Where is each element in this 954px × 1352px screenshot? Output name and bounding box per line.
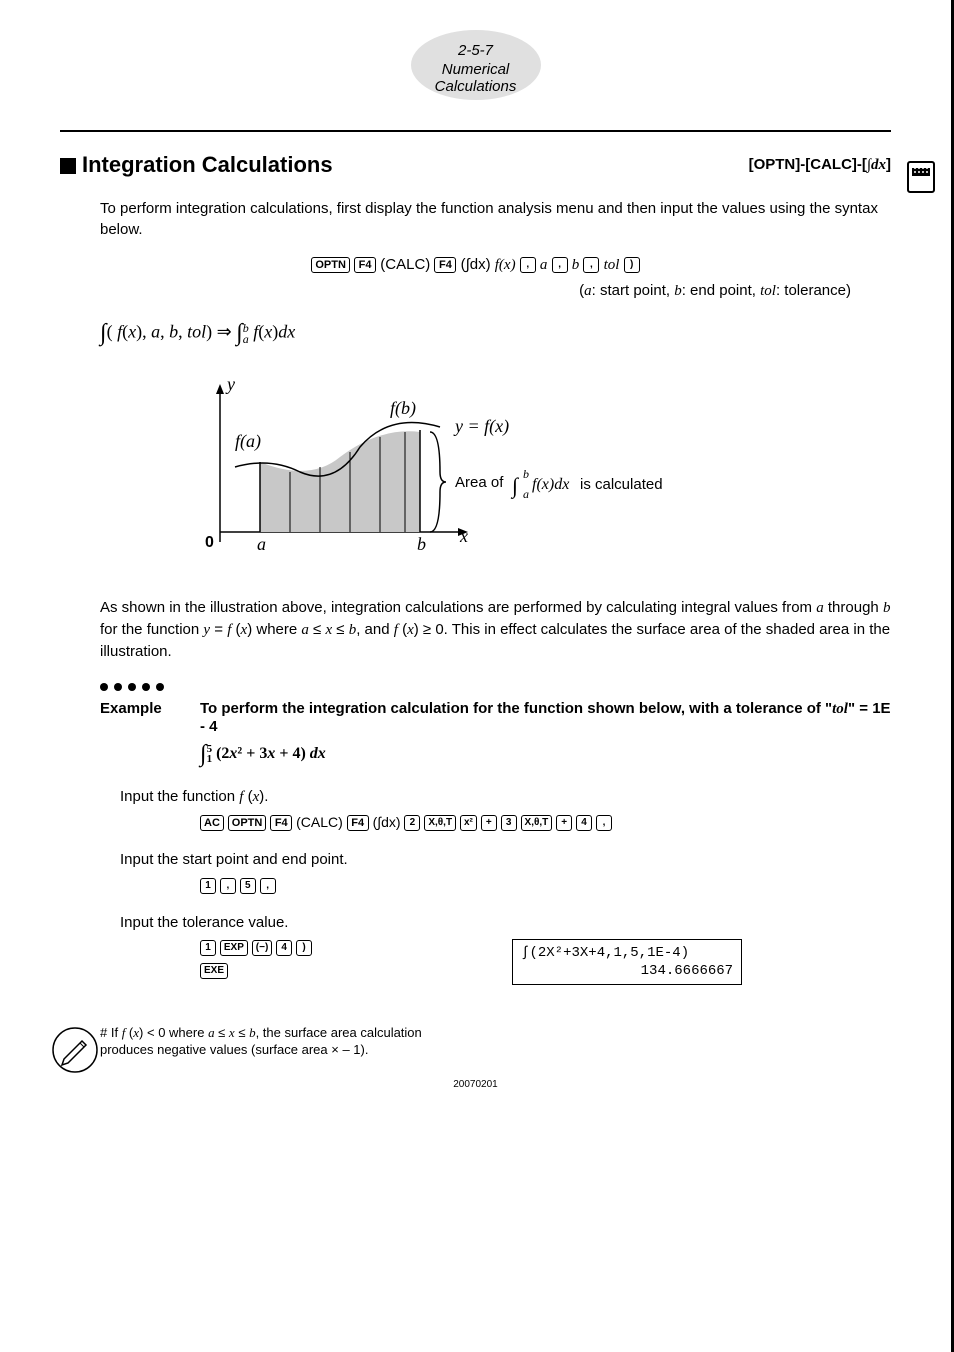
section-menu-path: [OPTN]-[CALC]-[∫dx] [749,156,891,174]
svg-text:b: b [417,534,426,554]
svg-text:Area of: Area of [455,474,504,491]
lcd-display: ∫(2X²+3X+4,1,5,1E-4) 134.6666667 [512,939,742,985]
key-4: 4 [276,940,292,956]
svg-text:f(x)dx: f(x)dx [532,476,569,493]
integration-diagram: y x 0 a b f(a) f(b) y = f(x) Area of ∫ b… [160,372,891,572]
intro-text: To perform integration calculations, fir… [100,198,891,240]
key-plus: + [481,815,497,831]
key-neg: (−) [252,940,273,956]
lcd-line2: 134.6666667 [521,962,733,980]
step2-text: Input the start point and end point. [120,851,891,868]
example-separator-dots [100,678,891,696]
syntax-line: OPTN F4 (CALC) F4 (∫dx) f(x) , a , b , t… [60,256,891,274]
key-plus: + [556,815,572,831]
key-f4: F4 [347,815,369,831]
integral-definition: ∫( f(x), a, b, tol) ⇒ ∫ba f(x)dx [100,320,891,347]
svg-text:0: 0 [205,534,214,551]
key-optn: OPTN [311,257,350,273]
divider [60,130,891,132]
svg-text:y: y [225,374,235,394]
key-optn: OPTN [228,815,267,831]
footer-date: 20070201 [60,1079,891,1090]
key-4: 4 [576,815,592,831]
key-comma: , [520,257,536,273]
key-ac: AC [200,815,224,831]
svg-text:f(b): f(b) [390,398,416,419]
explanation-text: As shown in the illustration above, inte… [100,597,891,662]
key-xot: X,θ,T [521,815,553,831]
lcd-line1: ∫(2X²+3X+4,1,5,1E-4) [521,944,733,962]
step1-text: Input the function f (x). [120,788,891,806]
syntax-note: (a: start point, b: end point, tol: tole… [60,282,851,300]
svg-text:∫: ∫ [510,473,520,499]
step3-text: Input the tolerance value. [120,914,891,931]
key-exp: EXP [220,940,248,956]
key-exe: EXE [200,963,228,979]
key-x2: x² [460,815,477,831]
example-description: To perform the integration calculation f… [200,700,891,735]
key-xot: X,θ,T [424,815,456,831]
key-1: 1 [200,940,216,956]
key-comma: , [596,815,612,831]
key-close-paren: ) [296,940,312,956]
key-f4: F4 [434,257,456,273]
example-label: Example [100,700,200,768]
svg-text:a: a [523,487,529,501]
step3-keys: 1 EXP (−) 4 ) EXE [200,939,312,980]
key-comma: , [220,878,236,894]
key-comma: , [583,257,599,273]
key-5: 5 [240,878,256,894]
svg-text:b: b [523,467,529,481]
key-2: 2 [404,815,420,831]
key-comma: , [260,878,276,894]
page-number: 2-5-7 [411,42,541,59]
key-comma: , [552,257,568,273]
key-3: 3 [501,815,517,831]
step2-keys: 1 , 5 , [200,876,891,893]
step1-keys: AC OPTN F4 (CALC) F4 (∫dx) 2 X,θ,T x² + … [200,814,891,831]
svg-text:y = f(x): y = f(x) [453,416,509,437]
pencil-icon [50,1025,100,1080]
calculator-mode-icon [906,160,936,199]
note-text: # If f (x) < 0 where a ≤ x ≤ b, the surf… [100,1025,450,1059]
key-1: 1 [200,878,216,894]
header-title: Numerical Calculations [411,61,541,95]
section-title: Integration Calculations [60,152,333,178]
header-badge: 2-5-7 Numerical Calculations [411,30,541,100]
svg-text:x: x [459,526,468,546]
key-f4: F4 [354,257,376,273]
page-header: 2-5-7 Numerical Calculations [60,30,891,100]
svg-text:f(a): f(a) [235,431,261,452]
key-close-paren: ) [624,257,640,273]
svg-text:is calculated: is calculated [580,476,663,493]
key-f4: F4 [270,815,292,831]
svg-text:a: a [257,534,266,554]
example-formula: ∫51 (2x² + 3x + 4) dx [200,741,891,768]
